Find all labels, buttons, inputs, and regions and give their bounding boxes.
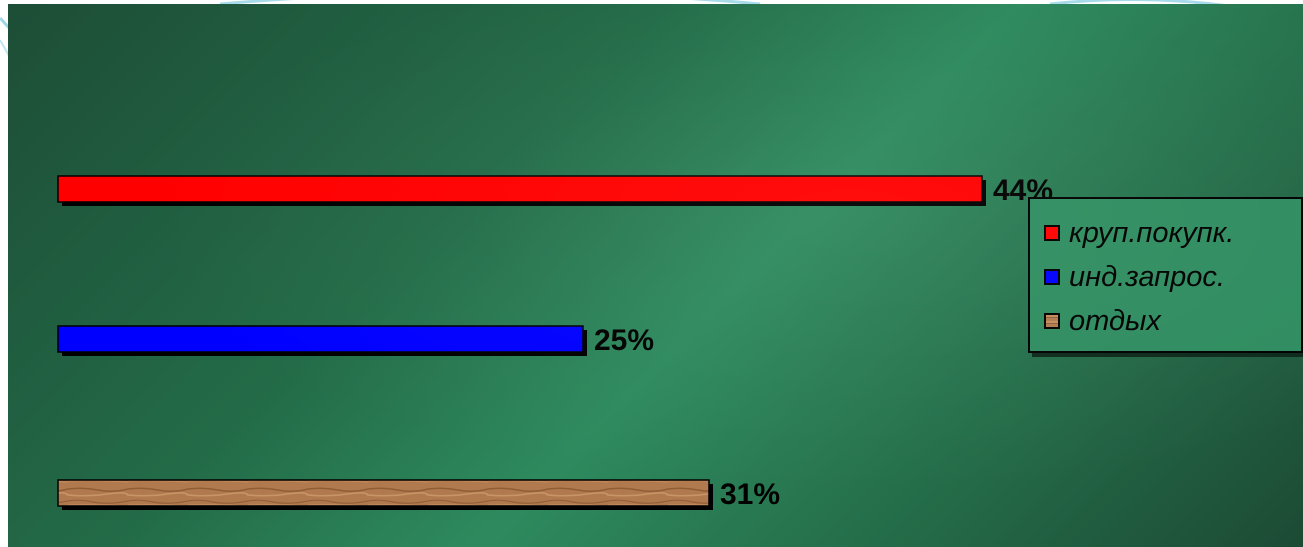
legend-swatch-red	[1044, 225, 1060, 241]
bar-value-label: 25%	[594, 324, 654, 357]
bar-chart: 44%25%31%	[57, 174, 1053, 511]
chart-legend: круп.покупк. инд.запрос. отдых	[1028, 197, 1303, 353]
legend-swatch-blue	[1044, 269, 1060, 285]
legend-swatch-wood	[1044, 313, 1060, 329]
legend-label: инд.запрос.	[1069, 260, 1225, 293]
legend-item: круп.покупк.	[1044, 211, 1301, 255]
bar-value-label: 31%	[720, 478, 780, 511]
legend-label: круп.покупк.	[1069, 216, 1235, 249]
bar-3	[57, 479, 710, 507]
legend-label: отдых	[1069, 304, 1161, 337]
bar-1	[57, 175, 983, 203]
legend-item: инд.запрос.	[1044, 255, 1301, 299]
chart-panel: 44% 25% 31% круп.покупк. инд.запрос. отдых	[8, 4, 1303, 547]
legend-item: отдых	[1044, 299, 1301, 343]
bar-2	[57, 325, 584, 353]
